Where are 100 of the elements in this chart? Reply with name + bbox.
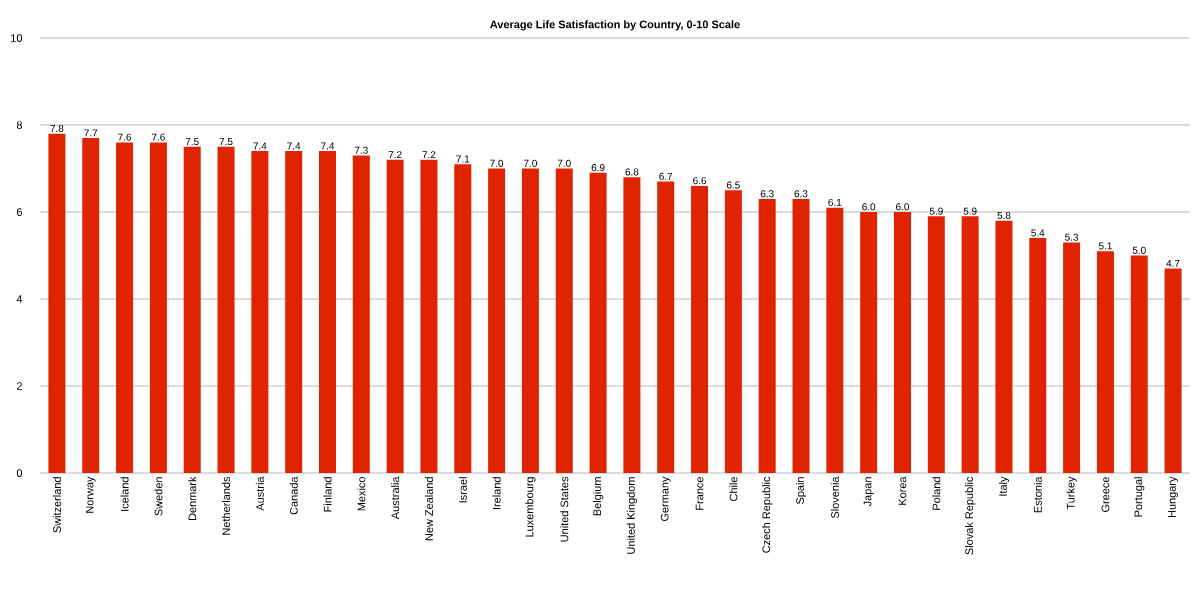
bar: [116, 142, 134, 473]
data-label: 7.4: [253, 142, 267, 150]
x-tick-label: Australia: [391, 476, 400, 520]
data-label: 6.3: [794, 190, 808, 198]
data-label: 6.6: [693, 177, 707, 185]
bar: [589, 172, 607, 473]
x-tick-label: Germany: [660, 476, 671, 522]
data-label: 7.5: [219, 138, 233, 146]
bar: [1096, 251, 1114, 473]
x-tick-label: Greece: [1101, 477, 1110, 512]
data-label: 5.8: [997, 211, 1011, 219]
data-label: 6.3: [760, 190, 774, 198]
bar: [555, 168, 573, 473]
y-tick-label: 0: [16, 469, 23, 477]
data-label: 7.3: [354, 146, 368, 154]
data-label: 6.0: [862, 203, 876, 211]
x-tick-label: Italy: [998, 476, 1010, 496]
bar: [454, 164, 472, 473]
x-tick-label: United Kingdom: [626, 477, 637, 554]
data-label: 5.4: [1031, 229, 1045, 237]
data-label: 7.0: [557, 159, 571, 167]
x-tick-label: Spain: [795, 477, 807, 505]
x-tick-label: New Zealand: [424, 477, 433, 541]
bar: [860, 212, 878, 473]
bar: [724, 190, 742, 473]
x-tick-label: Portugal: [1134, 477, 1145, 517]
x-tick-label: Czech Republic: [762, 476, 773, 553]
bar: [386, 159, 404, 473]
x-tick-label: Canada: [289, 476, 298, 515]
bar: [319, 151, 336, 473]
bar: [352, 155, 370, 473]
data-label: 7.8: [50, 124, 64, 132]
y-tick-label: 6: [16, 208, 22, 216]
x-tick-label: Ireland: [492, 477, 501, 510]
data-label: 7.4: [321, 142, 335, 150]
x-tick-label: Netherlands: [222, 476, 231, 535]
x-tick-label: Israel: [458, 477, 467, 503]
bar: [792, 198, 810, 473]
x-tick-label: Denmark: [188, 476, 197, 521]
data-label: 7.4: [287, 142, 301, 150]
x-tick-label: Turkey: [1066, 476, 1077, 510]
y-tick-label: 8: [16, 121, 22, 129]
data-label: 6.8: [625, 168, 639, 176]
bar: [893, 212, 911, 473]
x-tick-label: Mexico: [357, 476, 366, 511]
data-label: 7.7: [84, 129, 98, 137]
data-label: 7.5: [185, 138, 199, 146]
bar: [826, 207, 844, 473]
x-tick-label: Norway: [85, 476, 96, 513]
data-label: 5.9: [929, 207, 943, 215]
data-label: 5.9: [963, 207, 977, 215]
bar: [1063, 242, 1081, 473]
x-tick-label: Belgium: [592, 477, 604, 516]
bar: [251, 151, 269, 473]
data-label: 7.0: [490, 159, 504, 167]
x-tick-label: Chile: [729, 477, 738, 501]
bar: [183, 146, 201, 473]
data-label: 7.2: [388, 151, 402, 159]
x-tick-label: Hungary: [1168, 476, 1178, 518]
data-label: 4.7: [1166, 259, 1180, 267]
data-label: 7.2: [422, 151, 436, 159]
bar: [927, 216, 945, 473]
bar: [691, 185, 709, 473]
data-label: 5.3: [1065, 233, 1079, 241]
bar: [995, 220, 1013, 473]
x-tick-label: Slovak Republic: [965, 476, 976, 555]
bar: [623, 177, 641, 473]
x-tick-label: United States: [560, 476, 569, 542]
data-label: 6.7: [659, 172, 673, 180]
x-tick-label: Finland: [323, 477, 332, 512]
data-label: 7.6: [118, 133, 132, 141]
x-tick-label: Luxembourg: [525, 477, 536, 537]
bar: [657, 181, 675, 473]
bar: [1164, 268, 1182, 473]
bar: [488, 168, 506, 473]
x-tick-label: Sweden: [154, 477, 163, 516]
data-label: 7.1: [456, 155, 470, 163]
bar: [149, 142, 167, 473]
data-label: 7.0: [524, 159, 537, 167]
x-tick-label: France: [695, 477, 704, 510]
bar: [285, 151, 303, 473]
x-tick-label: Japan: [863, 477, 874, 507]
data-label: 6.5: [726, 181, 740, 189]
data-label: 6.1: [828, 198, 842, 206]
bar: [217, 146, 235, 473]
bar: [82, 138, 100, 473]
data-label: 7.6: [151, 133, 165, 141]
y-tick-label: 2: [16, 382, 22, 390]
data-label: 6.9: [591, 164, 605, 172]
bar: [1029, 238, 1047, 473]
x-tick-label: Poland: [932, 477, 941, 510]
chart-title: Average Life Satisfaction by Country, 0-10 Scale: [490, 20, 740, 31]
x-tick-label: Austria: [255, 476, 264, 511]
x-tick-label: Estonia: [1033, 476, 1042, 513]
bar: [420, 159, 438, 473]
data-label: 5.0: [1132, 246, 1146, 254]
x-tick-label: Switzerland: [52, 477, 61, 533]
bar: [961, 216, 979, 473]
bar: [758, 198, 776, 473]
bar: [1130, 255, 1148, 473]
